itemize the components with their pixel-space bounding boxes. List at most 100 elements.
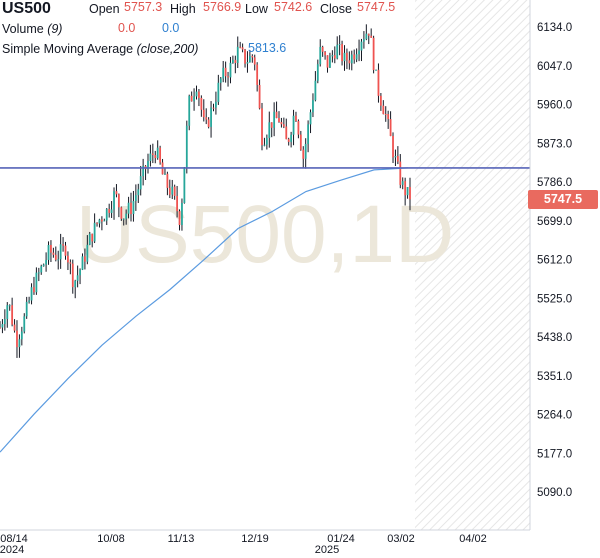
candle-body (302, 149, 305, 159)
candle-body (202, 109, 205, 118)
price-axis[interactable]: 6134.0 6047.0 5960.0 5873.0 5786.0 5699.0 5612… (537, 22, 572, 499)
candle-body (54, 254, 57, 260)
volume-label[interactable]: Volume (9) (2, 22, 63, 36)
candle-body (236, 46, 239, 63)
candle-body (103, 220, 106, 222)
candle-body (278, 117, 280, 123)
candle-body (8, 305, 11, 307)
price-tick-label: 5264.0 (537, 410, 572, 422)
candle-body (185, 125, 188, 168)
candle-body (392, 135, 394, 158)
open-value: 5757.3 (124, 0, 163, 14)
candle-body (91, 233, 94, 242)
candle-body (234, 59, 237, 63)
candle-body (280, 122, 283, 125)
candle-body (108, 209, 111, 213)
time-axis[interactable]: 08/14 10/08 11/13 12/19 01/24 03/02 04/02 2024 2… (0, 533, 487, 556)
volume-value-2: 0.0 (162, 21, 180, 35)
candle-body (190, 95, 193, 102)
candle-body (176, 195, 179, 212)
year-label: 2025 (315, 544, 339, 556)
price-tick-label: 6047.0 (537, 61, 572, 73)
candle-body (304, 143, 307, 159)
candle-body (355, 54, 358, 60)
candle-body (224, 67, 227, 77)
candle-body (88, 233, 91, 245)
candle-body (127, 202, 130, 214)
candle-body (346, 52, 348, 61)
candle-body (139, 176, 142, 190)
candle-body (30, 287, 33, 301)
candle-body (1, 324, 4, 328)
candle-body (363, 39, 365, 42)
candle-body (47, 245, 50, 260)
price-tick-label: 5960.0 (537, 100, 572, 112)
candle-body (384, 114, 387, 116)
price-tick-label: 5873.0 (537, 138, 572, 150)
candle-body (154, 155, 157, 159)
candle-body (299, 134, 302, 150)
candle-body (23, 316, 26, 332)
symbol-title[interactable]: US500 (2, 0, 51, 17)
candle-body (110, 209, 113, 213)
candle-body (409, 187, 411, 200)
candle-body (173, 186, 176, 196)
candle-body (178, 211, 181, 226)
candle-body (76, 275, 79, 281)
sma-label[interactable]: Simple Moving Average (close,200) (2, 42, 199, 56)
candle-body (207, 119, 210, 127)
candle-body (219, 78, 222, 83)
price-tick-label: 5612.0 (537, 255, 572, 267)
candle-body (341, 44, 343, 62)
candle-body (336, 44, 339, 59)
future-area-hatch (415, 0, 530, 530)
candle-body (258, 84, 261, 109)
candle-body (11, 305, 14, 325)
close-label: Close (320, 2, 352, 16)
candle-body (231, 59, 234, 63)
candle-body (329, 56, 331, 68)
candle-body (159, 147, 162, 163)
current-price-tag: 5747.5 (528, 190, 598, 210)
candle-body (183, 167, 186, 203)
candle-body (181, 202, 183, 226)
candle-body (246, 62, 249, 64)
candle-body (377, 69, 380, 96)
candle-body (312, 100, 314, 113)
candle-body (115, 191, 118, 195)
candle-body (273, 111, 276, 128)
candle-body (35, 272, 38, 293)
candle-body (324, 51, 326, 56)
candle-body (42, 264, 45, 267)
candle-body (142, 165, 145, 177)
candle-body (290, 134, 293, 142)
candle-body (171, 186, 174, 195)
candle-body (404, 181, 407, 196)
candlestick-series (0, 24, 411, 358)
candle-body (16, 330, 18, 348)
candle-body (134, 195, 137, 202)
price-tick-label: 5438.0 (537, 332, 572, 344)
high-label: High (170, 2, 196, 16)
candle-body (210, 107, 212, 127)
time-tick-label: 10/08 (97, 533, 125, 545)
candle-body (248, 55, 251, 63)
candle-body (37, 272, 40, 274)
candle-body (326, 55, 329, 68)
candle-body (52, 252, 55, 255)
price-tick-label: 5786.0 (537, 177, 572, 189)
candle-body (244, 49, 246, 64)
candle-body (137, 189, 140, 196)
candle-body (6, 305, 9, 320)
candle-body (117, 194, 120, 208)
candle-body (401, 181, 404, 185)
candle-body (333, 55, 336, 59)
candle-body (79, 269, 81, 276)
candle-body (389, 119, 392, 136)
candle-body (399, 161, 402, 185)
candle-body (100, 219, 103, 222)
candle-body (265, 137, 268, 145)
candle-body (151, 153, 154, 156)
candle-body (205, 117, 208, 120)
